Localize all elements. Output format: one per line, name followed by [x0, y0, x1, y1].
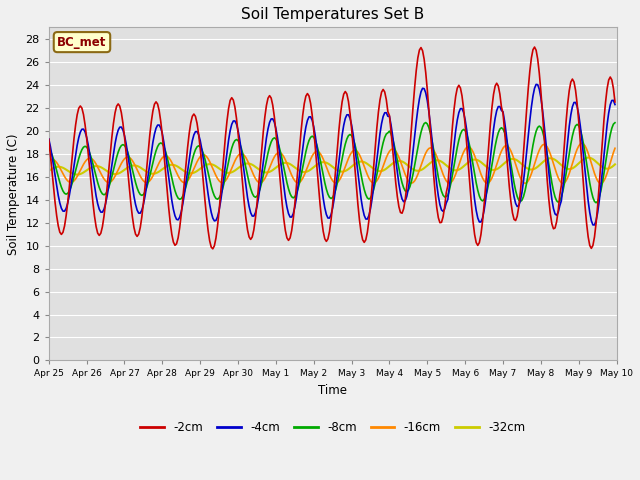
-16cm: [581, 143, 589, 149]
-8cm: [214, 196, 221, 202]
-32cm: [116, 170, 124, 176]
-16cm: [242, 155, 250, 161]
-4cm: [214, 214, 221, 220]
-2cm: [234, 130, 242, 136]
-4cm: [591, 222, 598, 228]
-16cm: [115, 167, 122, 173]
-4cm: [581, 168, 589, 174]
-8cm: [422, 120, 429, 125]
-4cm: [232, 121, 240, 127]
-16cm: [292, 180, 300, 185]
Legend: -2cm, -4cm, -8cm, -16cm, -32cm: -2cm, -4cm, -8cm, -16cm, -32cm: [135, 416, 530, 439]
-8cm: [115, 149, 122, 155]
-16cm: [214, 176, 221, 181]
-16cm: [611, 145, 619, 151]
Line: -8cm: -8cm: [49, 122, 615, 203]
-32cm: [215, 166, 223, 171]
-4cm: [115, 127, 122, 133]
-32cm: [581, 156, 589, 161]
-32cm: [234, 165, 242, 171]
-4cm: [45, 136, 52, 142]
-8cm: [592, 200, 600, 205]
-2cm: [45, 136, 52, 142]
-32cm: [584, 155, 592, 160]
-2cm: [209, 246, 217, 252]
-2cm: [611, 99, 619, 105]
-4cm: [611, 102, 619, 108]
-16cm: [45, 158, 52, 164]
-16cm: [578, 140, 586, 146]
-32cm: [611, 161, 619, 167]
Line: -2cm: -2cm: [49, 47, 615, 249]
Text: BC_met: BC_met: [58, 36, 107, 48]
-8cm: [45, 146, 52, 152]
-2cm: [115, 101, 122, 107]
Y-axis label: Soil Temperature (C): Soil Temperature (C): [7, 133, 20, 254]
X-axis label: Time: Time: [318, 384, 347, 397]
-32cm: [74, 172, 81, 178]
-2cm: [531, 44, 538, 50]
-16cm: [597, 180, 605, 186]
-16cm: [232, 155, 240, 161]
-8cm: [232, 137, 240, 143]
Title: Soil Temperatures Set B: Soil Temperatures Set B: [241, 7, 424, 22]
Line: -16cm: -16cm: [49, 143, 615, 183]
-4cm: [532, 82, 540, 87]
-8cm: [242, 165, 250, 171]
-4cm: [292, 195, 300, 201]
Line: -32cm: -32cm: [49, 157, 615, 175]
-8cm: [292, 191, 300, 197]
-32cm: [244, 161, 252, 167]
-2cm: [215, 208, 223, 214]
-4cm: [242, 184, 250, 190]
-8cm: [581, 150, 589, 156]
-32cm: [45, 168, 52, 174]
-32cm: [294, 167, 302, 173]
-2cm: [294, 165, 302, 170]
-2cm: [583, 220, 591, 226]
-8cm: [611, 120, 619, 126]
Line: -4cm: -4cm: [49, 84, 615, 225]
-2cm: [244, 227, 252, 233]
